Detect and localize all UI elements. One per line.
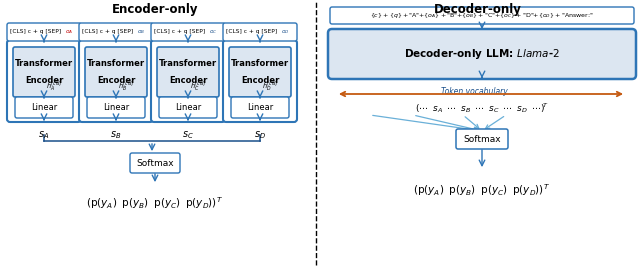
Text: Encoder-only: Encoder-only (112, 3, 198, 16)
FancyBboxPatch shape (456, 129, 508, 149)
FancyBboxPatch shape (159, 97, 217, 118)
Text: $h_D^{(cls)}$: $h_D^{(cls)}$ (262, 80, 278, 94)
Text: $\left(\mathrm{p}(y_A)\;\;\mathrm{p}(y_B)\;\;\mathrm{p}(y_C)\;\;\mathrm{p}(y_D)\: $\left(\mathrm{p}(y_A)\;\;\mathrm{p}(y_B… (413, 182, 550, 198)
FancyBboxPatch shape (231, 97, 289, 118)
FancyBboxPatch shape (13, 47, 75, 97)
Text: Transformer: Transformer (159, 59, 217, 68)
Text: $s_C$: $s_C$ (182, 129, 194, 141)
Text: Transformer: Transformer (87, 59, 145, 68)
Text: Encoder: Encoder (169, 76, 207, 85)
Text: $s_B$: $s_B$ (110, 129, 122, 141)
Text: Linear: Linear (175, 103, 201, 112)
FancyBboxPatch shape (87, 97, 145, 118)
Text: Softmax: Softmax (463, 135, 501, 143)
Text: [CLS] c + q [SEP]: [CLS] c + q [SEP] (227, 29, 280, 34)
Text: $o_B$: $o_B$ (137, 28, 145, 36)
Text: Token vocabulary: Token vocabulary (440, 87, 508, 96)
FancyBboxPatch shape (15, 97, 73, 118)
Text: $\{c\}+\{q\}+$"A"$+\{o_A\}+$"B"$+\{o_B\}+$"C"$+\{o_C\}+$"D"$+\{o_D\}+$"Answer:": $\{c\}+\{q\}+$"A"$+\{o_A\}+$"B"$+\{o_B\}… (371, 11, 594, 20)
Text: $o_A$: $o_A$ (65, 28, 73, 36)
Text: Decoder-only LLM: $\mathit{Llama}$-$\mathit{2}$: Decoder-only LLM: $\mathit{Llama}$-$\mat… (404, 47, 560, 61)
FancyBboxPatch shape (130, 153, 180, 173)
FancyBboxPatch shape (229, 47, 291, 97)
Text: $h_A^{(cls)}$: $h_A^{(cls)}$ (46, 80, 62, 94)
Text: $o_D$: $o_D$ (281, 28, 289, 36)
FancyBboxPatch shape (330, 7, 634, 24)
Text: Linear: Linear (103, 103, 129, 112)
Text: $h_C^{(cls)}$: $h_C^{(cls)}$ (190, 80, 206, 94)
FancyBboxPatch shape (223, 40, 297, 122)
Text: [CLS] c + q [SEP]: [CLS] c + q [SEP] (154, 29, 207, 34)
Text: Decoder-only: Decoder-only (434, 3, 522, 16)
Text: [CLS] c + q [SEP]: [CLS] c + q [SEP] (10, 29, 63, 34)
FancyBboxPatch shape (7, 40, 81, 122)
FancyBboxPatch shape (7, 23, 81, 41)
Text: [CLS] c + q [SEP]: [CLS] c + q [SEP] (83, 29, 136, 34)
Text: $h_B^{(cls)}$: $h_B^{(cls)}$ (118, 80, 134, 94)
Text: $\left(\mathrm{p}(y_A)\;\;\mathrm{p}(y_B)\;\;\mathrm{p}(y_C)\;\;\mathrm{p}(y_D)\: $\left(\mathrm{p}(y_A)\;\;\mathrm{p}(y_B… (86, 195, 223, 211)
FancyBboxPatch shape (151, 23, 225, 41)
Text: Softmax: Softmax (136, 159, 174, 167)
Text: $s_D$: $s_D$ (254, 129, 266, 141)
Text: Encoder: Encoder (97, 76, 135, 85)
Text: $o_C$: $o_C$ (209, 28, 218, 36)
FancyBboxPatch shape (79, 23, 153, 41)
Text: Encoder: Encoder (241, 76, 279, 85)
FancyBboxPatch shape (157, 47, 219, 97)
Text: Encoder: Encoder (25, 76, 63, 85)
Text: Transformer: Transformer (231, 59, 289, 68)
Text: $s_A$: $s_A$ (38, 129, 50, 141)
Text: Linear: Linear (247, 103, 273, 112)
FancyBboxPatch shape (79, 40, 153, 122)
FancyBboxPatch shape (85, 47, 147, 97)
FancyBboxPatch shape (223, 23, 297, 41)
FancyBboxPatch shape (151, 40, 225, 122)
Text: Transformer: Transformer (15, 59, 73, 68)
Text: Linear: Linear (31, 103, 57, 112)
Text: $\left(\cdots\;\;s_A\;\;\cdots\;\;s_B\;\;\cdots\;\;s_C\;\;\cdots\;\;s_D\;\;\cdot: $\left(\cdots\;\;s_A\;\;\cdots\;\;s_B\;\… (415, 101, 549, 115)
FancyBboxPatch shape (328, 29, 636, 79)
